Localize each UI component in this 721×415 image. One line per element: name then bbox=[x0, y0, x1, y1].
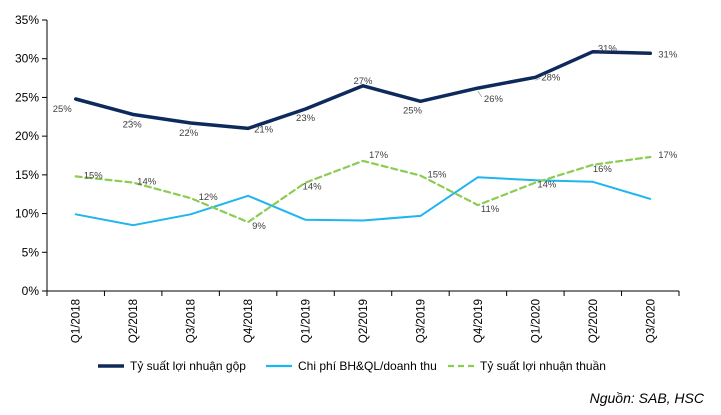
data-label: 9% bbox=[252, 221, 266, 232]
legend: Tỷ suất lợi nhuận gộp Chi phí BH&QL/doanh… bbox=[98, 359, 606, 373]
x-tick-label: Q3/2018 bbox=[186, 299, 198, 343]
data-label: 22% bbox=[179, 128, 199, 139]
series-line-1 bbox=[73, 49, 653, 131]
x-tick-label: Q3/2019 bbox=[415, 299, 427, 343]
data-labels: 25% 23% 22% 21% 23% 27% 25% 26% 28% 31% 31% 15% 14% 1… bbox=[53, 44, 678, 232]
x-tick-label: Q4/2018 bbox=[243, 299, 255, 343]
data-label: 26% bbox=[484, 94, 504, 105]
x-tick-label: Q4/2019 bbox=[473, 299, 485, 343]
data-label: 25% bbox=[53, 104, 73, 115]
data-label: 15% bbox=[84, 170, 104, 181]
data-label-leader bbox=[477, 90, 483, 98]
source-note: Nguồn: SAB, HSC bbox=[590, 390, 705, 406]
y-tick-label: 30% bbox=[15, 52, 39, 66]
series-line-3 bbox=[74, 155, 652, 224]
x-tick-label: Q1/2019 bbox=[301, 299, 313, 343]
data-label: 31% bbox=[658, 49, 678, 60]
data-label: 11% bbox=[481, 204, 500, 215]
x-axis: Q1/2018 Q2/2018 Q3/2018 Q4/2018 Q1/2019 Q2/20… bbox=[46, 290, 680, 343]
x-tick-label: Q3/2020 bbox=[645, 299, 657, 343]
data-label-leader bbox=[187, 125, 191, 133]
y-tick-label: 10% bbox=[15, 207, 39, 221]
y-tick-label: 5% bbox=[22, 245, 40, 259]
y-tick-label: 15% bbox=[15, 168, 39, 182]
data-label: 21% bbox=[254, 124, 274, 135]
series-layer bbox=[73, 49, 653, 227]
y-tick-label: 25% bbox=[15, 90, 39, 104]
x-tick-label: Q2/2018 bbox=[128, 299, 140, 343]
data-label: 25% bbox=[403, 105, 423, 116]
data-label: 17% bbox=[658, 150, 678, 161]
data-label: 15% bbox=[427, 170, 447, 181]
data-label: 31% bbox=[598, 44, 618, 55]
series-line-2 bbox=[74, 176, 652, 227]
data-label-leader bbox=[535, 77, 541, 81]
data-label: 12% bbox=[199, 192, 219, 203]
x-tick-label: Q1/2018 bbox=[71, 299, 83, 343]
data-label: 14% bbox=[137, 177, 157, 188]
y-axis: 0% 5% 10% 15% 20% 25% 30% 35% bbox=[15, 13, 48, 298]
y-tick-label: 35% bbox=[15, 13, 39, 27]
data-label: 23% bbox=[123, 119, 143, 130]
x-tick-label: Q2/2020 bbox=[588, 299, 600, 343]
legend-label-2: Chi phí BH&QL/doanh thu bbox=[298, 359, 437, 373]
x-tick-label: Q1/2020 bbox=[530, 299, 542, 343]
data-label: 14% bbox=[303, 182, 323, 193]
data-label-leader bbox=[124, 118, 134, 124]
legend-label-3: Tỷ suất lợi nhuận thuần bbox=[480, 359, 606, 373]
data-label: 28% bbox=[541, 72, 561, 83]
data-label: 14% bbox=[537, 180, 557, 191]
y-tick-label: 0% bbox=[22, 284, 40, 298]
legend-label-1: Tỷ suất lợi nhuận gộp bbox=[130, 359, 246, 373]
data-label: 27% bbox=[353, 76, 373, 87]
y-tick-label: 20% bbox=[15, 129, 39, 143]
data-label: 17% bbox=[369, 150, 389, 161]
data-label: 23% bbox=[296, 113, 316, 124]
x-tick-label: Q2/2019 bbox=[358, 299, 370, 343]
data-label: 16% bbox=[593, 164, 613, 175]
